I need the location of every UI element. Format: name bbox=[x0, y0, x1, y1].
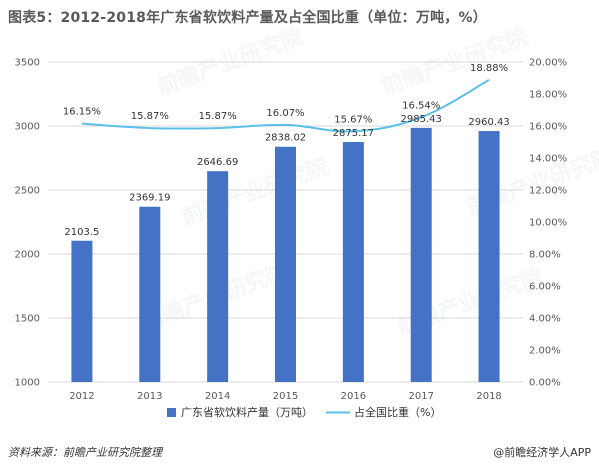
bar-value-label: 2985.43 bbox=[401, 114, 442, 125]
bar-2012 bbox=[71, 240, 93, 382]
bar-2017 bbox=[410, 127, 432, 382]
legend: 广东省软饮料产量（万吨） 占全国比重（%） bbox=[167, 405, 441, 419]
y-right-tick-label: 12.00% bbox=[529, 186, 567, 197]
x-axis: 2012 2013 2014 2015 2016 2017 2018 bbox=[69, 391, 502, 402]
y-right-tick-label: 20.00% bbox=[529, 58, 567, 69]
y-left-tick-label: 3000 bbox=[15, 122, 40, 133]
y-left-tick-label: 1000 bbox=[15, 378, 40, 389]
bar-2018 bbox=[478, 131, 500, 382]
y-axis-right: 0.00% 2.00% 4.00% 6.00% 8.00% 10.00% 12.00% 14.… bbox=[529, 58, 567, 389]
source-note: 资料来源：前瞻产业研究院整理 bbox=[8, 446, 162, 459]
y-right-tick-label: 10.00% bbox=[529, 218, 567, 229]
y-axis-left: 1000 1500 2000 2500 3000 3500 bbox=[15, 58, 40, 389]
line-value-label: 15.87% bbox=[131, 111, 169, 122]
x-tick-label: 2014 bbox=[205, 391, 230, 402]
legend-label-bar: 广东省软饮料产量（万吨） bbox=[181, 405, 313, 419]
bar-series bbox=[71, 127, 500, 382]
bar-2014 bbox=[207, 171, 229, 382]
y-right-tick-label: 18.00% bbox=[529, 90, 567, 101]
bar-2015 bbox=[275, 146, 296, 382]
x-tick-label: 2012 bbox=[69, 391, 94, 402]
y-right-tick-label: 6.00% bbox=[529, 282, 561, 293]
line-value-label: 16.07% bbox=[266, 108, 304, 119]
bar-2013 bbox=[139, 206, 161, 382]
bar-2016 bbox=[342, 141, 364, 382]
legend-label-line: 占全国比重（%） bbox=[354, 405, 441, 419]
y-right-tick-label: 0.00% bbox=[529, 378, 561, 389]
legend-swatch-bar bbox=[167, 408, 176, 417]
x-tick-label: 2017 bbox=[408, 391, 433, 402]
line-value-label: 16.15% bbox=[63, 107, 101, 118]
bar-value-label: 2646.69 bbox=[197, 157, 238, 168]
line-value-label: 15.67% bbox=[334, 114, 372, 125]
y-right-tick-label: 16.00% bbox=[529, 122, 567, 133]
y-left-tick-label: 1500 bbox=[15, 314, 40, 325]
line-series bbox=[81, 79, 490, 133]
bar-value-label: 2960.43 bbox=[468, 117, 509, 128]
data-labels: 2103.5 2369.19 2646.69 2838.02 2875.17 2985.4… bbox=[63, 63, 510, 238]
bar-value-label: 2838.02 bbox=[265, 133, 306, 144]
x-tick-label: 2016 bbox=[341, 391, 366, 402]
y-right-tick-label: 14.00% bbox=[529, 154, 567, 165]
y-left-tick-label: 2500 bbox=[15, 186, 40, 197]
bar-value-label: 2103.5 bbox=[64, 227, 99, 238]
x-tick-label: 2013 bbox=[137, 391, 162, 402]
line-value-label: 16.54% bbox=[402, 100, 440, 111]
x-tick-label: 2015 bbox=[273, 391, 298, 402]
bar-value-label: 2875.17 bbox=[333, 128, 374, 139]
y-right-tick-label: 2.00% bbox=[529, 346, 561, 357]
y-right-tick-label: 4.00% bbox=[529, 314, 561, 325]
y-left-tick-label: 3500 bbox=[15, 58, 40, 69]
line-value-label: 18.88% bbox=[470, 63, 508, 74]
chart-title: 图表5：2012-2018年广东省软饮料产量及占全国比重（单位：万吨，%） bbox=[8, 10, 487, 26]
x-tick-label: 2018 bbox=[476, 391, 501, 402]
y-left-tick-label: 2000 bbox=[15, 250, 40, 261]
y-right-tick-label: 8.00% bbox=[529, 250, 561, 261]
bar-value-label: 2369.19 bbox=[129, 193, 170, 204]
brand-credit: @前瞻经济学人APP bbox=[493, 446, 591, 459]
line-value-label: 15.87% bbox=[199, 111, 237, 122]
